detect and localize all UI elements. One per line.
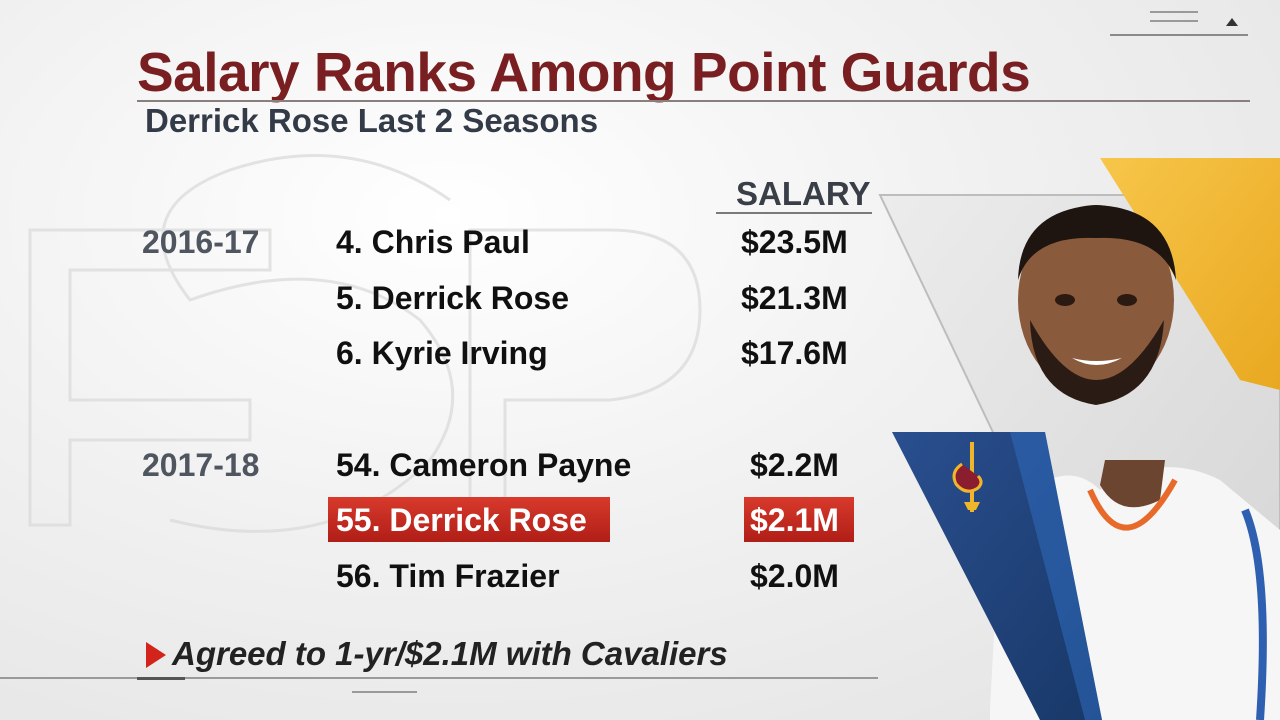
season-label: 2016-17	[142, 224, 260, 260]
highlight-bar	[744, 497, 854, 542]
player-name-highlighted: 55. Derrick Rose	[336, 502, 587, 538]
player-name: 54. Cameron Payne	[336, 447, 632, 483]
corner-menu	[1110, 11, 1248, 36]
player-name: 5. Derrick Rose	[336, 280, 570, 316]
player-photo-panel	[878, 158, 1280, 720]
play-arrow-icon	[146, 642, 166, 668]
salary-value: $21.3M	[741, 280, 848, 316]
player-name: 4. Chris Paul	[336, 224, 530, 260]
gold-stripe	[1100, 158, 1280, 390]
column-header-rule	[716, 212, 872, 214]
footnote-text: Agreed to 1-yr/$2.1M with Cavaliers	[172, 635, 728, 672]
salary-value: $2.0M	[750, 558, 839, 594]
page-subtitle: Derrick Rose Last 2 Seasons	[145, 102, 599, 139]
salary-column-header: SALARY	[736, 175, 871, 212]
title-divider	[137, 100, 1250, 102]
player-name: 6. Kyrie Irving	[336, 335, 548, 371]
triangle-up-icon	[1226, 18, 1238, 26]
salary-value: $2.2M	[750, 447, 839, 483]
salary-value: $23.5M	[741, 224, 848, 260]
bottom-rule	[0, 677, 878, 679]
menu-lines-icon	[1150, 11, 1198, 22]
player-name: 56. Tim Frazier	[336, 558, 560, 594]
salary-value-highlighted: $2.1M	[750, 502, 839, 538]
salary-value: $17.6M	[741, 335, 848, 371]
bottom-rule-short	[352, 691, 417, 693]
bottom-rule-accent	[137, 677, 185, 680]
page-title: Salary Ranks Among Point Guards	[137, 41, 1031, 103]
cavaliers-logo-icon	[952, 442, 983, 512]
season-label: 2017-18	[142, 447, 260, 483]
highlight-bar	[328, 497, 610, 542]
